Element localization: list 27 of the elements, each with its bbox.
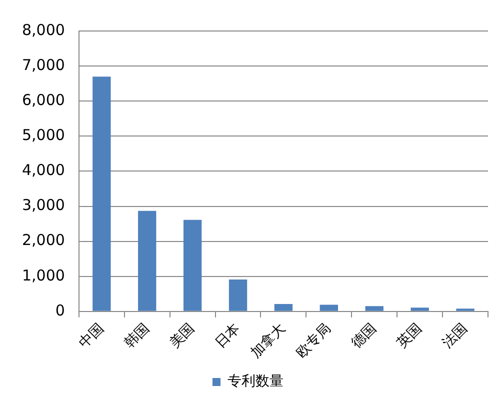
x-tick-label: 欧专局 bbox=[293, 320, 334, 362]
x-tick-label: 韩国 bbox=[121, 320, 153, 352]
bar bbox=[228, 280, 248, 311]
x-tick-label: 日本 bbox=[212, 320, 244, 352]
y-tick-label: 7,000 bbox=[22, 56, 65, 74]
bar bbox=[274, 304, 293, 311]
y-tick-label: 8,000 bbox=[22, 20, 65, 39]
x-tick-label: 加拿大 bbox=[248, 320, 289, 362]
y-tick-label: 3,000 bbox=[22, 196, 65, 214]
x-tick-label: 中国 bbox=[76, 320, 108, 352]
bar bbox=[138, 210, 156, 311]
legend-label: 专利数量 bbox=[228, 374, 284, 390]
x-tick-label: 德国 bbox=[348, 320, 380, 352]
x-tick-label: 法国 bbox=[440, 320, 471, 352]
y-tick-label: 6,000 bbox=[22, 90, 65, 109]
y-tick-label: 1,000 bbox=[22, 266, 65, 284]
y-tick-label: 2,000 bbox=[22, 231, 65, 250]
y-tick-label: 0 bbox=[55, 301, 65, 320]
x-tick-label: 美国 bbox=[166, 320, 198, 352]
bar bbox=[320, 304, 338, 311]
bar bbox=[410, 308, 429, 311]
x-tick-label: 英国 bbox=[394, 320, 426, 352]
y-tick-label: 4,000 bbox=[22, 161, 65, 180]
bar bbox=[183, 220, 202, 311]
bar bbox=[92, 76, 111, 311]
bar bbox=[365, 306, 384, 311]
y-tick-label: 5,000 bbox=[22, 126, 65, 144]
